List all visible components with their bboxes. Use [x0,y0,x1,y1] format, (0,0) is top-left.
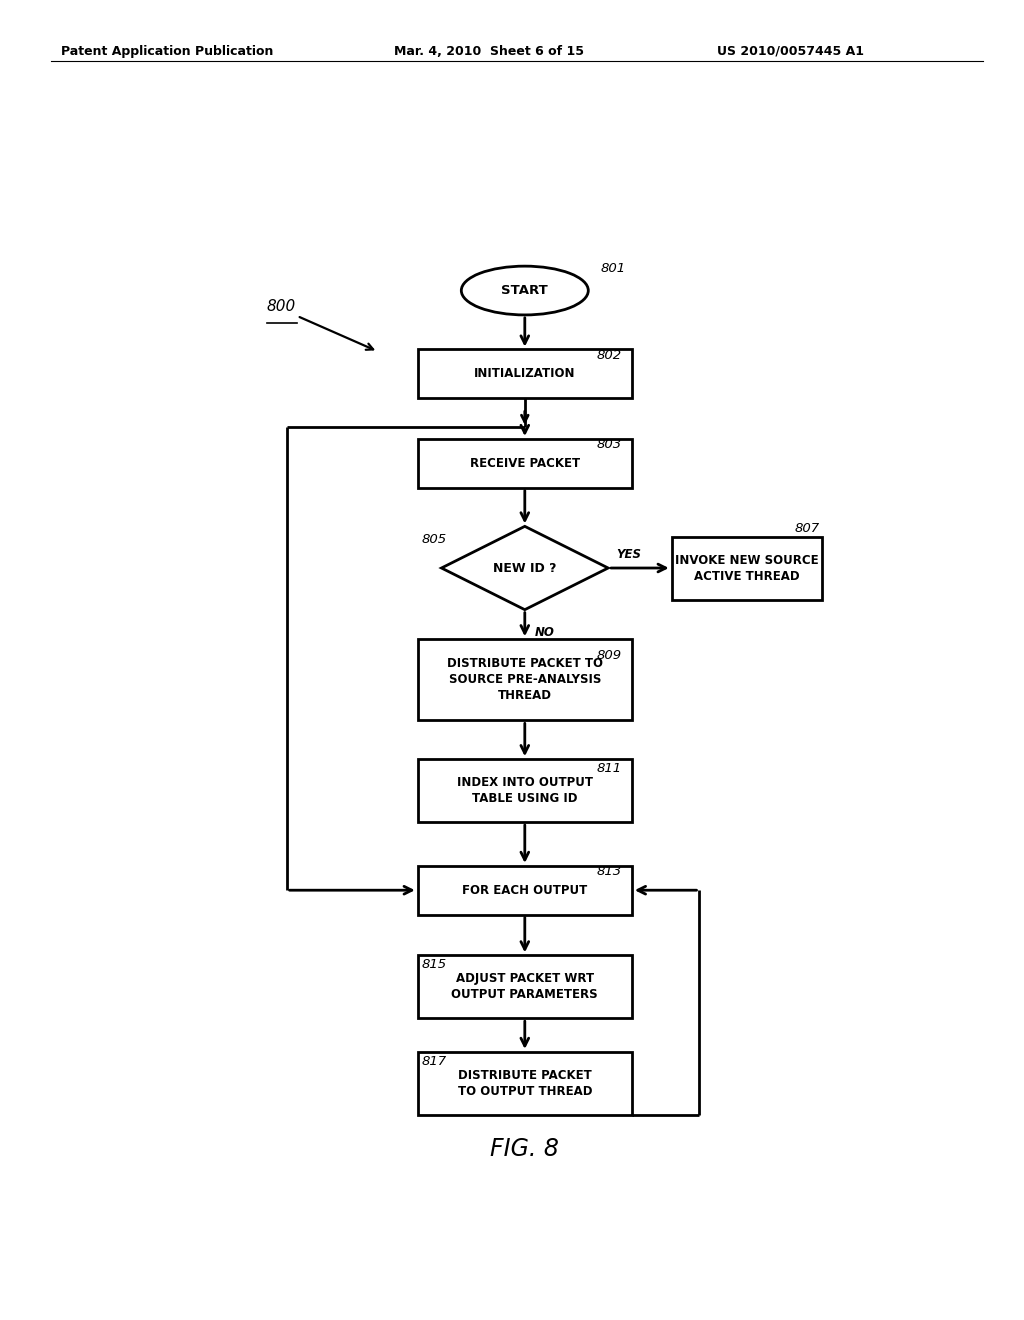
Text: YES: YES [616,548,641,561]
Text: 815: 815 [422,958,446,972]
Text: 802: 802 [596,348,622,362]
Text: 805: 805 [422,532,446,545]
Text: NO: NO [536,626,555,639]
FancyBboxPatch shape [418,956,632,1018]
Polygon shape [441,527,608,610]
Text: 801: 801 [600,263,626,276]
Text: US 2010/0057445 A1: US 2010/0057445 A1 [717,45,864,58]
Text: 803: 803 [596,438,622,451]
Text: DISTRIBUTE PACKET TO
SOURCE PRE-ANALYSIS
THREAD: DISTRIBUTE PACKET TO SOURCE PRE-ANALYSIS… [446,657,603,702]
Text: 809: 809 [596,649,622,663]
FancyBboxPatch shape [418,639,632,721]
Text: ADJUST PACKET WRT
OUTPUT PARAMETERS: ADJUST PACKET WRT OUTPUT PARAMETERS [452,973,598,1002]
FancyBboxPatch shape [672,536,822,599]
Text: START: START [502,284,548,297]
Text: FIG. 8: FIG. 8 [490,1138,559,1162]
Text: NEW ID ?: NEW ID ? [493,561,557,574]
FancyBboxPatch shape [418,759,632,822]
Text: 811: 811 [596,763,622,775]
Text: RECEIVE PACKET: RECEIVE PACKET [470,457,580,470]
Text: DISTRIBUTE PACKET
TO OUTPUT THREAD: DISTRIBUTE PACKET TO OUTPUT THREAD [458,1069,592,1098]
FancyBboxPatch shape [418,866,632,915]
FancyBboxPatch shape [418,350,632,399]
Text: Patent Application Publication: Patent Application Publication [61,45,273,58]
Text: 800: 800 [267,298,296,314]
FancyBboxPatch shape [418,1052,632,1115]
Ellipse shape [461,267,588,315]
Text: 807: 807 [795,523,820,536]
Text: Mar. 4, 2010  Sheet 6 of 15: Mar. 4, 2010 Sheet 6 of 15 [394,45,585,58]
Text: INVOKE NEW SOURCE
ACTIVE THREAD: INVOKE NEW SOURCE ACTIVE THREAD [675,553,819,582]
Text: FOR EACH OUTPUT: FOR EACH OUTPUT [462,883,588,896]
Text: INITIALIZATION: INITIALIZATION [474,367,575,380]
Text: INDEX INTO OUTPUT
TABLE USING ID: INDEX INTO OUTPUT TABLE USING ID [457,776,593,805]
Text: 813: 813 [596,865,622,878]
FancyBboxPatch shape [418,440,632,487]
Text: 817: 817 [422,1055,446,1068]
